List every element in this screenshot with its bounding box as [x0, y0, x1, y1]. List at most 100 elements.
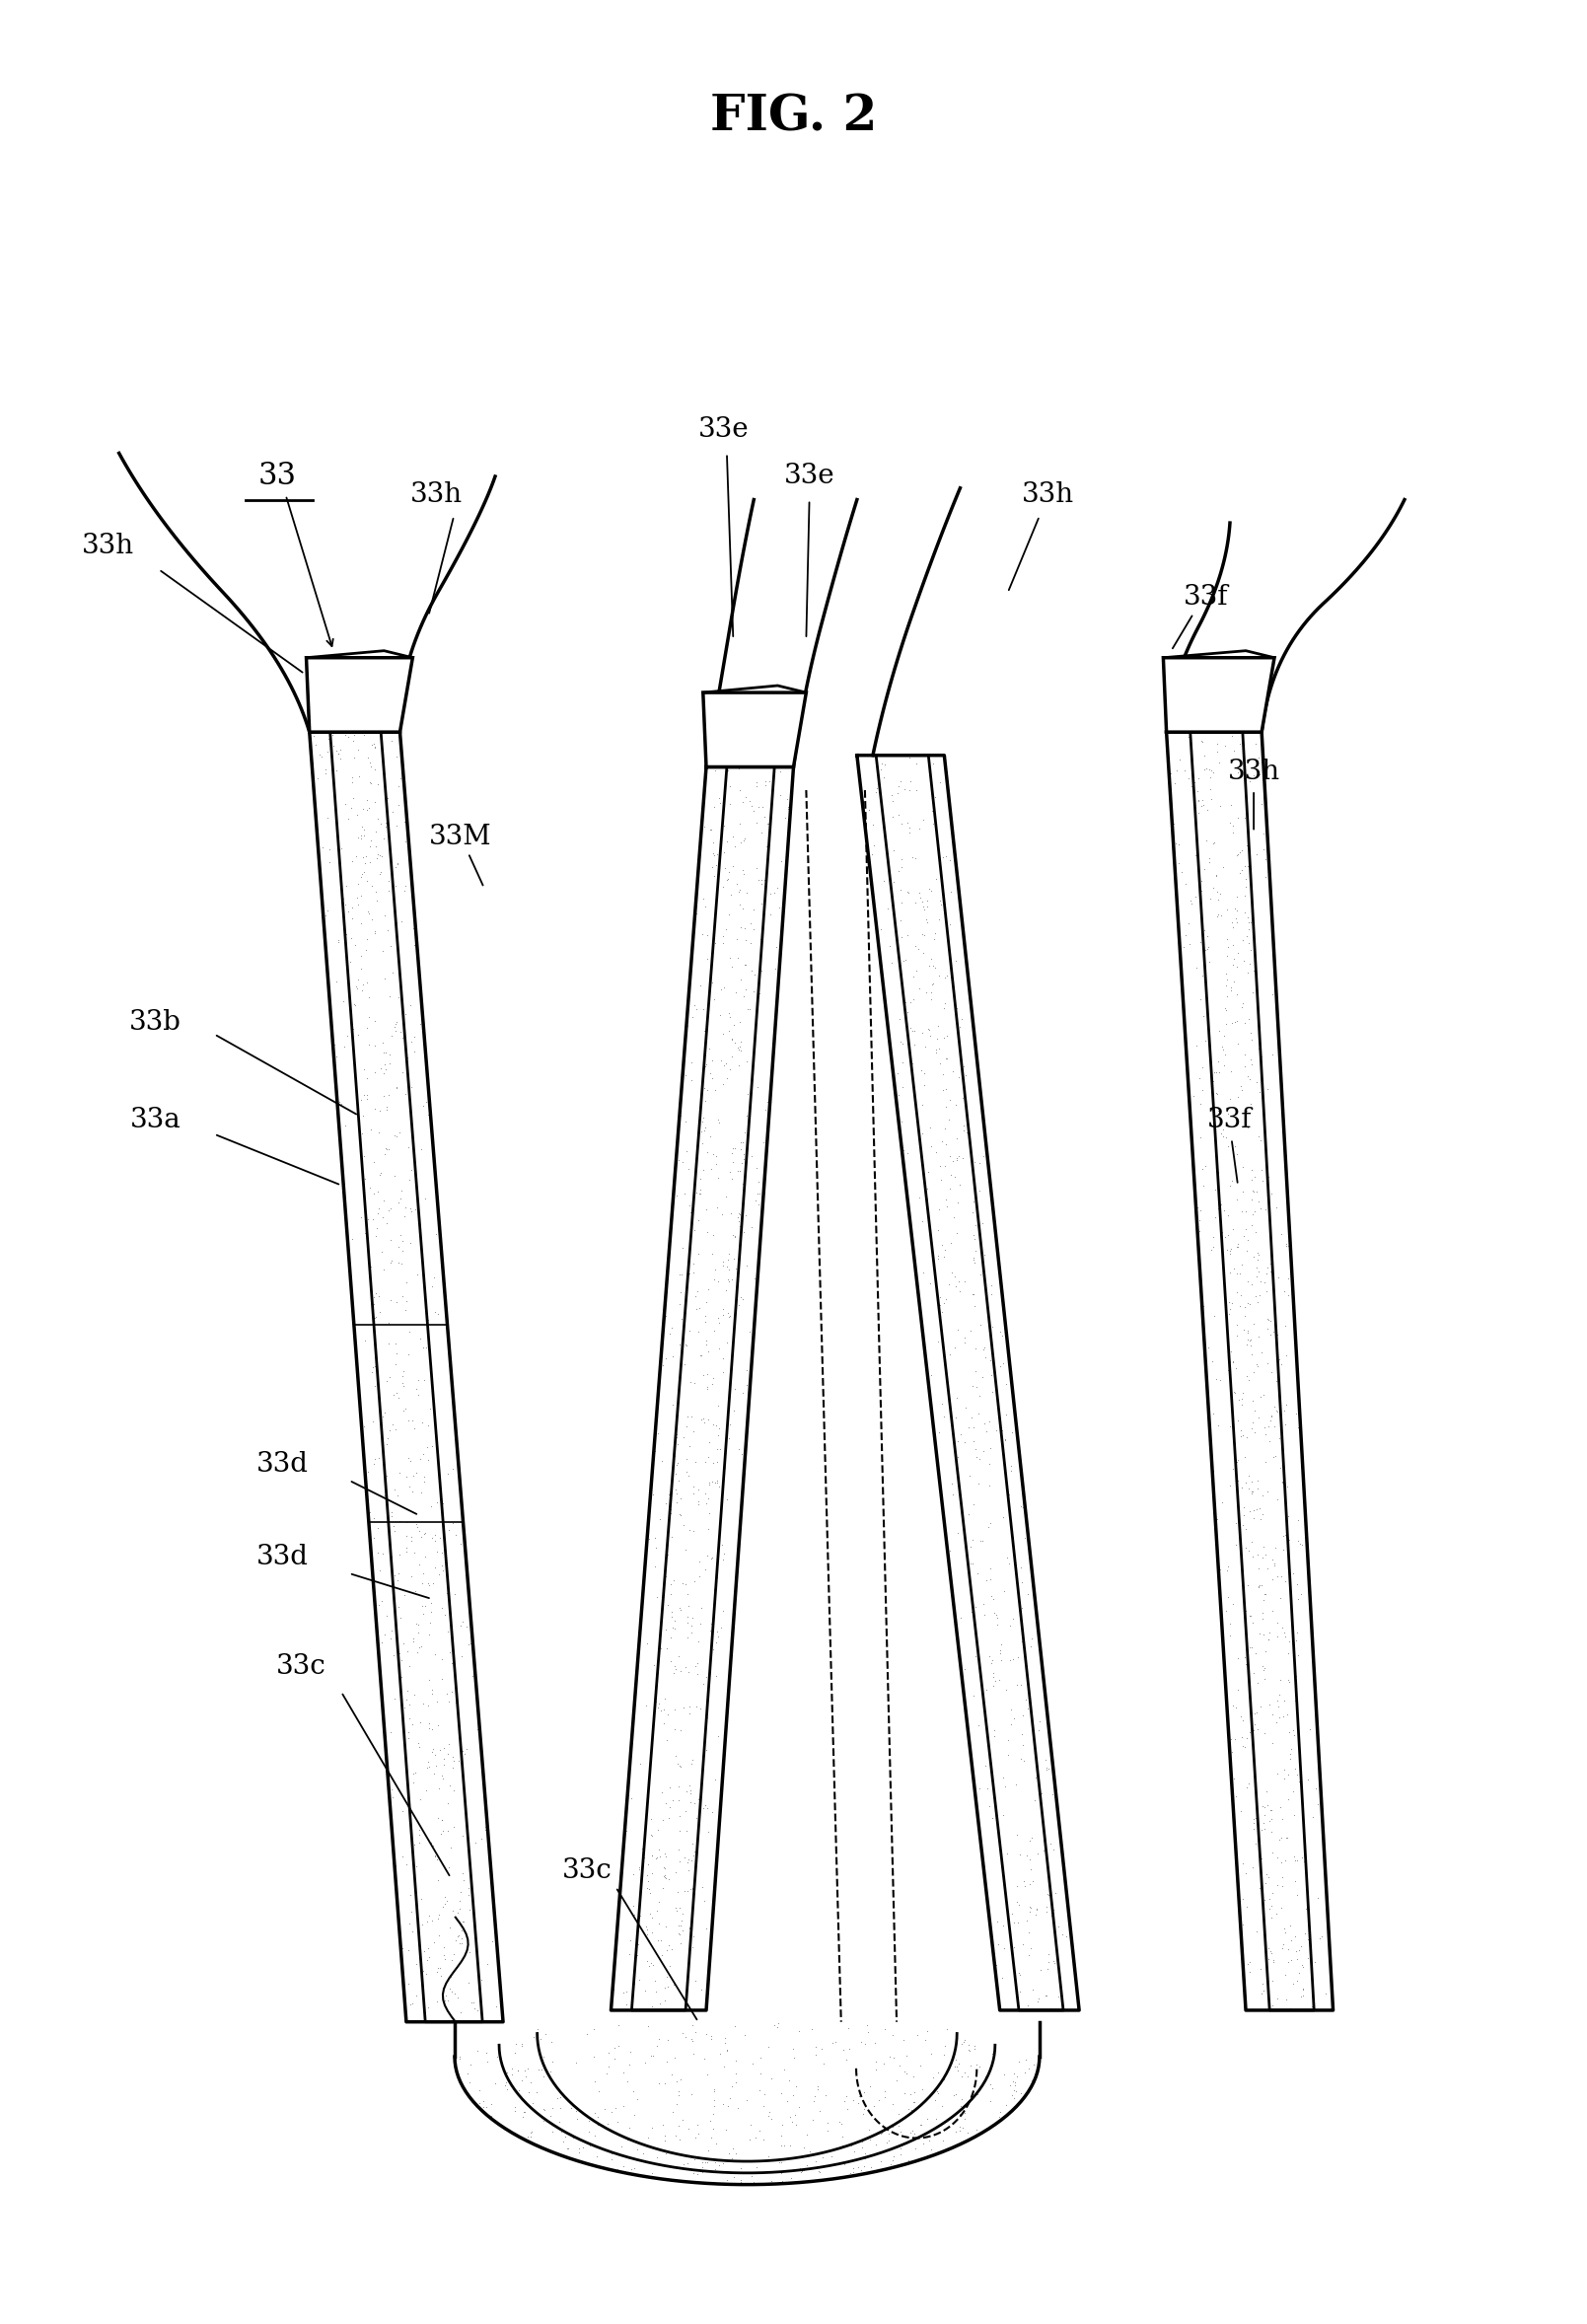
Point — [1017, 1929, 1043, 1966]
Point — [903, 883, 928, 920]
Point — [386, 1536, 411, 1573]
Point — [963, 2045, 989, 2082]
Point — [468, 1980, 494, 2017]
Point — [901, 2073, 927, 2110]
Point — [1247, 1615, 1273, 1652]
Point — [419, 1734, 444, 1771]
Point — [746, 1185, 771, 1222]
Point — [386, 978, 411, 1016]
Point — [1274, 1227, 1300, 1264]
Point — [924, 1020, 949, 1057]
Point — [652, 2122, 678, 2159]
Point — [979, 1799, 1005, 1836]
Point — [1019, 1620, 1044, 1657]
Point — [720, 1318, 746, 1355]
Point — [582, 2064, 608, 2101]
Point — [1235, 1357, 1260, 1394]
Point — [659, 1308, 684, 1346]
Point — [689, 1868, 714, 1906]
Point — [1190, 723, 1216, 760]
Point — [700, 1462, 725, 1499]
Point — [1271, 1532, 1297, 1569]
Point — [378, 1713, 403, 1750]
Point — [727, 1153, 752, 1190]
Point — [652, 1859, 678, 1896]
Point — [1214, 1006, 1239, 1043]
Point — [709, 1197, 735, 1234]
Point — [917, 2122, 943, 2159]
Point — [354, 964, 379, 1002]
Point — [681, 1513, 706, 1550]
Point — [930, 2122, 955, 2159]
Point — [725, 1285, 751, 1322]
Point — [778, 2126, 803, 2164]
Point — [1184, 774, 1209, 811]
Point — [933, 839, 959, 876]
Polygon shape — [306, 658, 413, 732]
Point — [621, 1887, 646, 1924]
Point — [697, 2101, 722, 2138]
Point — [519, 2113, 544, 2150]
Point — [768, 2117, 794, 2154]
Point — [762, 874, 787, 911]
Point — [911, 1067, 936, 1104]
Point — [665, 1443, 690, 1480]
Point — [1246, 1030, 1271, 1067]
Point — [857, 2068, 882, 2106]
Point — [925, 1030, 951, 1067]
Point — [895, 1134, 920, 1171]
Point — [384, 1118, 409, 1155]
Point — [1244, 1241, 1270, 1278]
Point — [495, 2071, 521, 2108]
Point — [406, 1629, 432, 1666]
Point — [886, 774, 911, 811]
Point — [1211, 1111, 1236, 1148]
Point — [667, 1843, 692, 1880]
Point — [414, 1564, 440, 1601]
Point — [805, 2068, 830, 2106]
Point — [1228, 1067, 1254, 1104]
Point — [621, 1855, 646, 1892]
Point — [1206, 897, 1232, 934]
Point — [1190, 1048, 1216, 1085]
Point — [887, 872, 913, 909]
Point — [1257, 1408, 1282, 1446]
Point — [692, 1404, 717, 1441]
Point — [1011, 1520, 1036, 1557]
Point — [1268, 1557, 1293, 1594]
Point — [978, 1446, 1003, 1483]
Point — [692, 1032, 717, 1069]
Point — [611, 2147, 636, 2185]
Point — [679, 1741, 705, 1778]
Point — [390, 1053, 416, 1090]
Point — [849, 2129, 874, 2166]
Point — [635, 1871, 660, 1908]
Point — [1200, 1343, 1225, 1380]
Point — [375, 779, 400, 816]
Point — [665, 1873, 690, 1910]
Point — [682, 1443, 708, 1480]
Point — [595, 2047, 621, 2085]
Point — [962, 1220, 987, 1257]
Point — [878, 2038, 903, 2075]
Point — [332, 716, 357, 753]
Point — [900, 839, 925, 876]
Point — [992, 1769, 1017, 1806]
Point — [705, 1717, 730, 1755]
Point — [906, 874, 932, 911]
Point — [889, 2113, 914, 2150]
Point — [670, 1299, 695, 1336]
Point — [636, 1922, 662, 1959]
Point — [1184, 1027, 1209, 1064]
Point — [717, 1050, 743, 1088]
Point — [428, 1815, 454, 1852]
Point — [708, 2036, 733, 2073]
Point — [663, 1476, 689, 1513]
Point — [725, 2089, 751, 2126]
Point — [422, 1636, 448, 1673]
Point — [1035, 1950, 1060, 1987]
Point — [360, 1348, 386, 1385]
Point — [513, 2052, 538, 2089]
Point — [448, 1882, 473, 1920]
Point — [1232, 1638, 1257, 1676]
